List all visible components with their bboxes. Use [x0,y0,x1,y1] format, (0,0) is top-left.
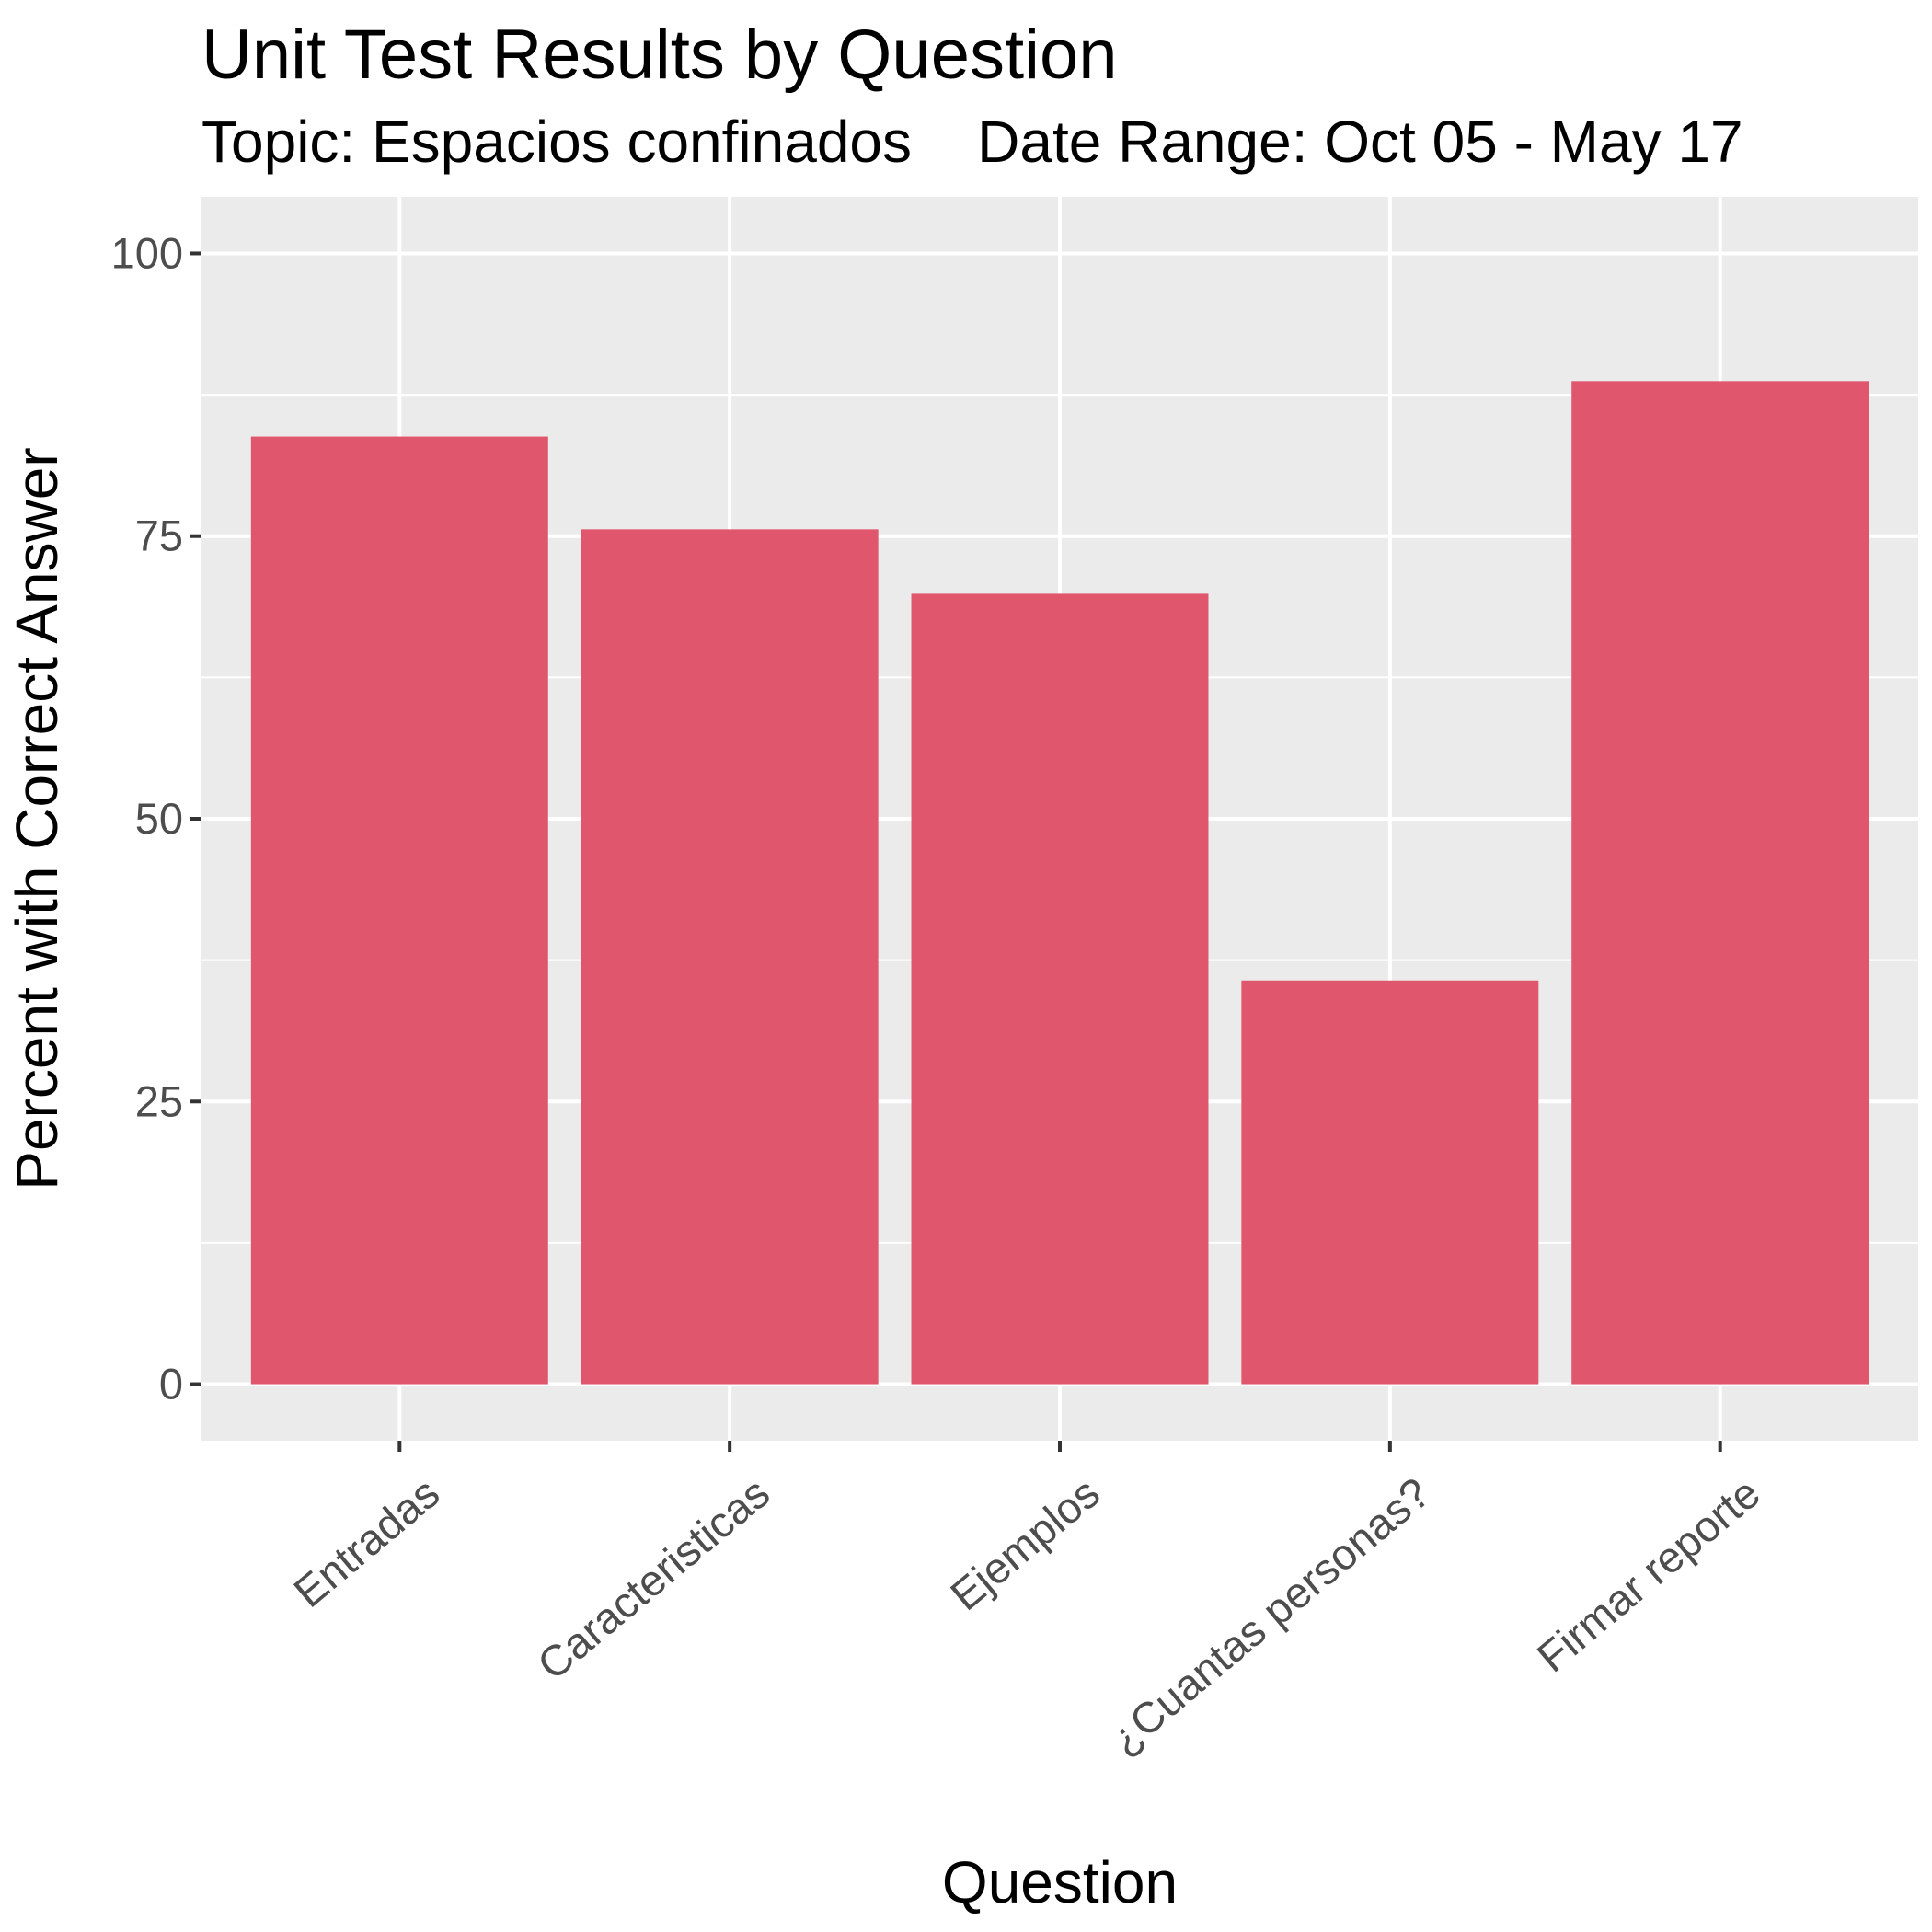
y-axis: 0 25 50 75 100 [111,228,201,1409]
y-tick-label: 25 [135,1076,183,1125]
chart-subtitle: Topic: Espacios confinados Date Range: O… [201,109,1743,175]
bar [250,436,548,1385]
x-axis: Entradas Caracteristicas Ejemplos¿Cuantas … [284,1441,1769,1764]
x-tick-label: Entradas [284,1468,448,1617]
chart-title: Unit Test Results by Question [201,16,1118,94]
x-tick-label: Ejemplos [941,1468,1109,1620]
bar [581,529,879,1385]
y-tick-label: 75 [135,512,183,560]
bar [911,593,1209,1385]
y-tick-label: 0 [159,1360,183,1409]
x-tick-label: Caracteristicas [528,1468,778,1689]
x-tick-label: Firmar reporte [1528,1468,1769,1682]
bar [1571,381,1869,1385]
y-tick-label: 50 [135,794,183,843]
x-tick-label: ¿Cuantas personas? [1100,1468,1439,1764]
x-axis-title: Question [942,1849,1178,1915]
y-axis-title: Percent with Correct Answer [4,447,70,1190]
bar [1241,980,1539,1385]
y-tick-label: 100 [111,228,183,277]
bars [250,381,1869,1385]
